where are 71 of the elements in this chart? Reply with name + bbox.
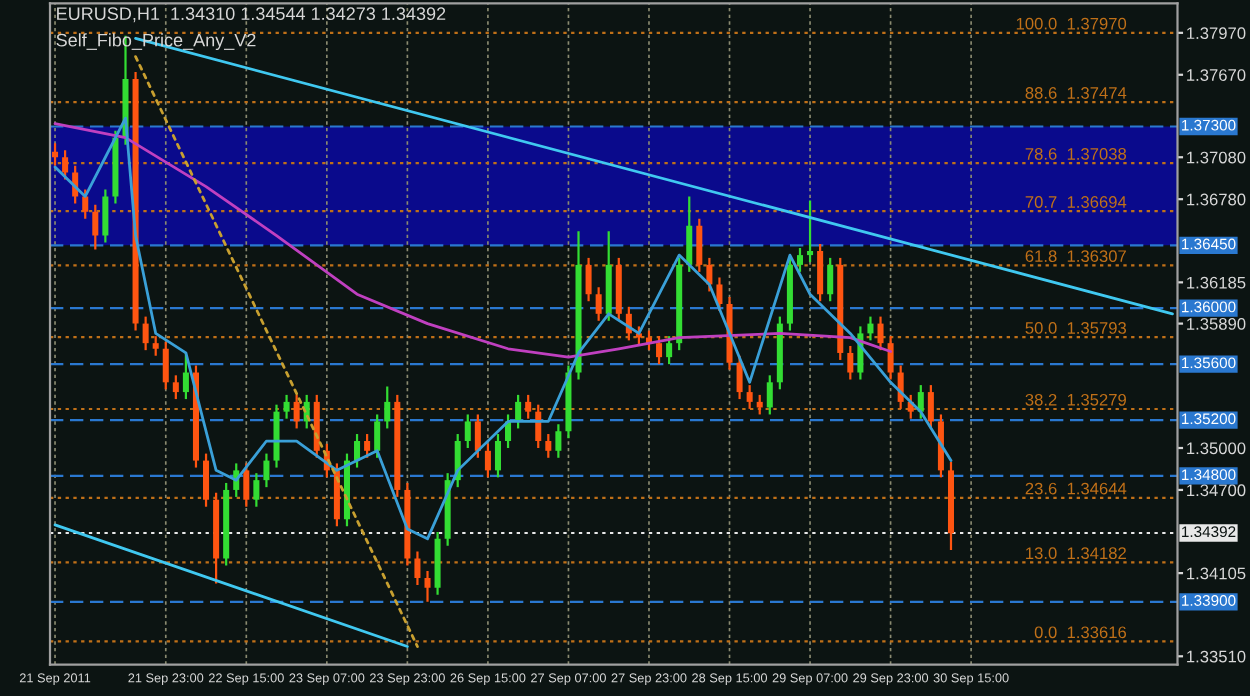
candlestick <box>545 432 552 459</box>
ref-line-label: 70.7 1.36694 <box>1025 196 1127 208</box>
candlestick <box>555 423 562 459</box>
candlestick <box>817 242 824 303</box>
chart-title: EURUSD,H1 1.34310 1.34544 1.34273 1.34392 <box>57 7 446 23</box>
candlestick <box>474 413 481 459</box>
candlestick <box>82 188 89 220</box>
candlestick <box>364 432 371 459</box>
y-tick-label: 1.35000 <box>1187 442 1246 455</box>
candlestick <box>464 413 471 450</box>
y-tick-label: 1.37670 <box>1187 69 1246 81</box>
candlestick <box>424 569 431 603</box>
ref-line-label: 13.0 1.34182 <box>1026 547 1126 560</box>
y-tick-label: 1.37970 <box>1187 27 1246 40</box>
candlestick <box>867 315 874 342</box>
candlestick <box>696 217 703 273</box>
candlestick <box>716 276 723 313</box>
candlestick <box>263 452 270 489</box>
candlestick <box>585 256 592 303</box>
candlestick <box>142 315 149 352</box>
candlestick <box>253 472 260 508</box>
candlestick <box>102 188 109 244</box>
y-tick-label: 1.34105 <box>1187 567 1246 580</box>
ref-line-label: 88.6 1.37474 <box>1025 87 1127 99</box>
ref-line-label: 61.8 1.36307 <box>1025 250 1126 263</box>
candlestick <box>887 335 894 381</box>
candlestick <box>484 442 491 479</box>
candlestick <box>293 393 300 430</box>
y-tick-label: 1.36780 <box>1187 193 1246 206</box>
candlestick <box>414 550 421 587</box>
candlestick <box>656 335 663 366</box>
y-tick-label: 1.34700 <box>1187 484 1246 497</box>
candlestick <box>766 374 773 416</box>
ref-line-label: 100.0 1.37970 <box>1016 17 1127 30</box>
candlestick <box>152 335 159 357</box>
candlestick <box>283 393 290 420</box>
candlestick <box>525 393 532 420</box>
candlestick <box>927 383 934 430</box>
y-tick-label: 1.37080 <box>1187 151 1246 164</box>
candlestick <box>354 432 361 469</box>
candlestick <box>515 393 522 430</box>
ref-line-label: 23.6 1.34644 <box>1025 482 1127 495</box>
y-tick-label: 1.33510 <box>1187 650 1246 663</box>
candlestick <box>62 149 69 181</box>
candlestick <box>182 351 189 401</box>
ref-line-label: 38.2 1.35279 <box>1025 393 1126 406</box>
candlestick <box>374 413 381 459</box>
candlestick <box>917 383 924 420</box>
y-tick-label: 1.35890 <box>1187 318 1246 330</box>
candlestick <box>807 199 814 264</box>
candlestick <box>666 335 673 366</box>
candlestick <box>827 256 834 303</box>
y-tick-label: 1.36185 <box>1187 276 1246 289</box>
candlestick <box>162 340 169 391</box>
candlestick <box>736 354 743 401</box>
ref-line-label: 78.6 1.37038 <box>1025 148 1127 160</box>
candlestick <box>92 203 99 251</box>
ref-line-label: 50.0 1.35793 <box>1025 322 1127 334</box>
candlestick <box>243 462 250 508</box>
candlestick <box>494 432 501 479</box>
ref-line-label: 0.0 1.33616 <box>1034 626 1127 639</box>
candlestick <box>203 452 210 508</box>
candlestick <box>384 385 391 430</box>
candlestick <box>686 195 693 273</box>
candlestick <box>172 374 179 401</box>
line-series <box>53 116 953 541</box>
candlestick <box>595 286 602 322</box>
candlestick <box>877 315 884 352</box>
candlestick <box>746 383 753 410</box>
candlestick <box>847 344 854 381</box>
candlestick <box>796 247 804 273</box>
